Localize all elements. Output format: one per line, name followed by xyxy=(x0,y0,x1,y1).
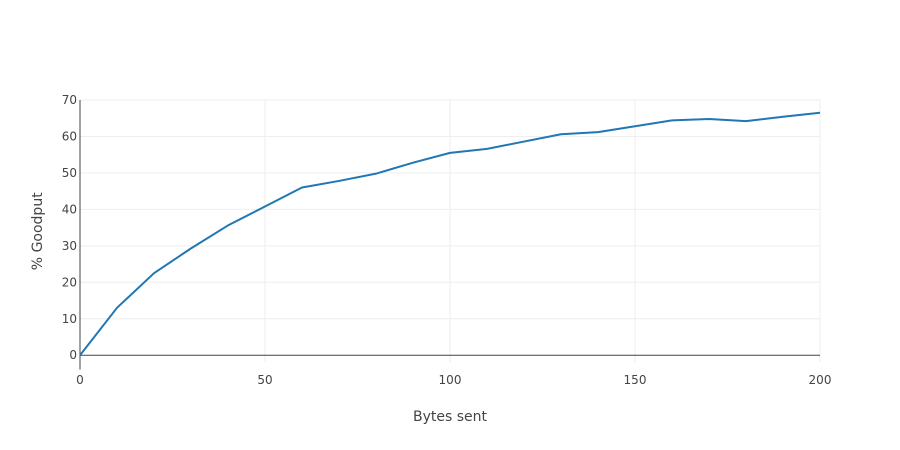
y-tick-label: 40 xyxy=(62,202,77,216)
axes xyxy=(79,100,820,370)
y-tick-label: 0 xyxy=(69,348,77,362)
x-tick-label: 100 xyxy=(439,373,462,387)
series-layer xyxy=(79,111,821,356)
y-tick-label: 50 xyxy=(62,166,77,180)
grid xyxy=(80,99,821,363)
y-tick-labels: 0 10 20 30 40 50 60 70 xyxy=(62,93,77,362)
x-tick-label: 200 xyxy=(809,373,832,387)
x-tick-label: 0 xyxy=(76,373,84,387)
y-axis-title: % Goodput xyxy=(30,192,46,270)
series-line-0 xyxy=(79,111,821,356)
x-tick-label: 150 xyxy=(624,373,647,387)
x-tick-label: 50 xyxy=(257,373,272,387)
y-tick-label: 70 xyxy=(62,93,77,107)
x-axis-title: Bytes sent xyxy=(413,409,488,425)
x-tick-labels: 0 50 100 150 200 xyxy=(76,373,831,387)
y-tick-label: 30 xyxy=(62,239,77,253)
y-tick-label: 10 xyxy=(62,312,77,326)
y-tick-label: 60 xyxy=(62,129,77,143)
y-tick-label: 20 xyxy=(62,275,77,289)
